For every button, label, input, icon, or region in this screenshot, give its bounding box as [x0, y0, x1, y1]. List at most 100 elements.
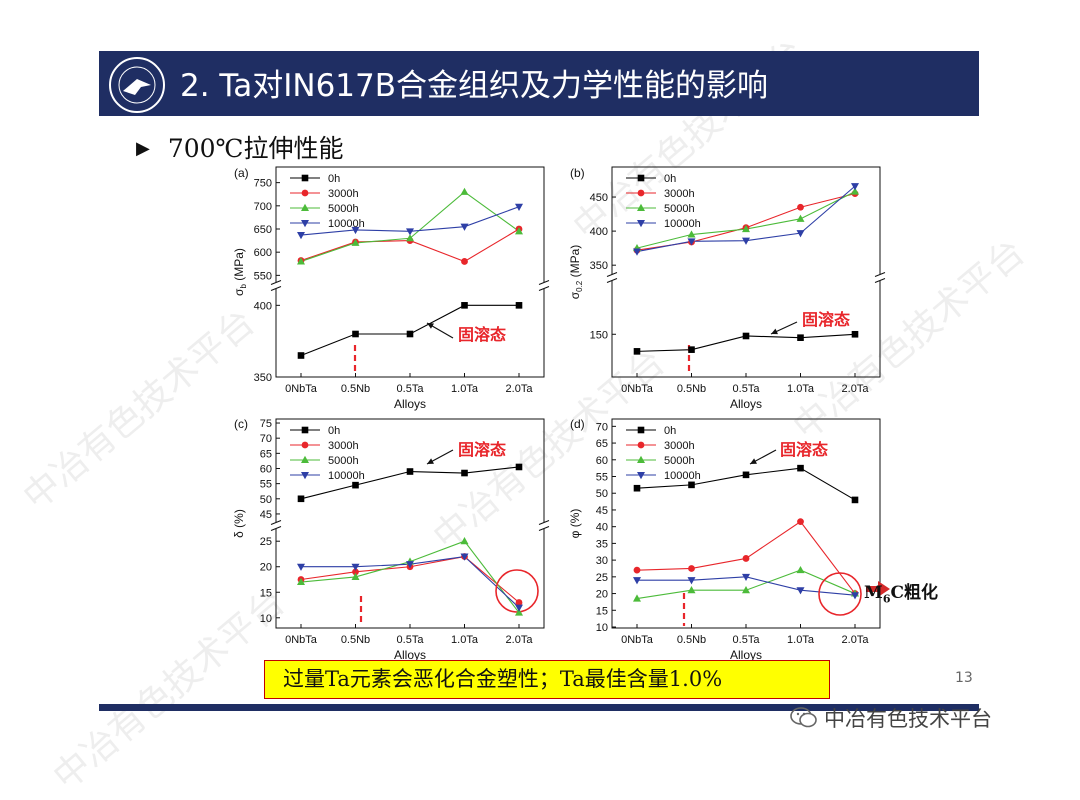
legend-marker: [637, 220, 645, 228]
data-point: [297, 495, 305, 503]
panel-label: (a): [234, 166, 249, 180]
y-tick-label: 10: [596, 622, 608, 634]
annotation-arrowhead: [750, 458, 757, 464]
data-point: [297, 352, 305, 359]
legend-label: 5000h: [664, 203, 695, 215]
x-tick-label: 0.5Nb: [677, 634, 706, 646]
axis-break-gap: [607, 274, 617, 281]
axis-break-gap: [271, 522, 281, 529]
legend-label: 3000h: [328, 440, 359, 452]
data-point: [796, 214, 805, 222]
axis-break-mark: [874, 278, 886, 283]
x-axis-label: Alloys: [730, 397, 762, 411]
x-axis-label: Alloys: [394, 648, 426, 662]
data-point: [851, 592, 859, 600]
data-point: [742, 224, 750, 233]
data-point: [515, 604, 523, 612]
y-tick-label: 650: [254, 224, 272, 236]
data-point: [687, 238, 696, 246]
legend-marker: [637, 189, 645, 197]
legend-label: 3000h: [664, 440, 695, 452]
y-axis-unit: (%): [568, 509, 582, 531]
annotation-arrowhead: [771, 328, 778, 335]
panel-label: (c): [234, 417, 248, 431]
y-axis-label: σ0.2 (MPa): [568, 245, 584, 300]
slide-title: 2. Ta对IN617B合金组织及力学性能的影响: [180, 68, 768, 104]
y-axis-subscript: 0.2: [575, 280, 584, 292]
y-axis-symbol: φ: [568, 530, 582, 538]
data-point: [406, 228, 414, 236]
y-axis-symbol: σ: [232, 288, 246, 296]
legend-label: 10000h: [328, 470, 365, 482]
legend-marker: [637, 203, 645, 211]
x-tick-label: 1.0Ta: [451, 634, 479, 646]
m6c-sub: 6: [882, 592, 891, 606]
y-tick-label: 450: [590, 192, 608, 204]
y-tick-label: 45: [260, 509, 272, 521]
y-tick-label: 50: [596, 488, 608, 500]
x-tick-label: 1.0Ta: [451, 383, 479, 395]
axis-break-gap: [271, 282, 281, 289]
legend-label: 0h: [664, 425, 676, 437]
x-tick-label: 1.0Ta: [787, 383, 815, 395]
y-axis-label: δ (%): [232, 509, 246, 538]
data-point: [406, 234, 414, 242]
y-tick-label: 700: [254, 201, 272, 213]
x-tick-label: 0NbTa: [621, 383, 654, 395]
conclusion-box: 过量Ta元素会恶化合金塑性；Ta最佳含量1.0%: [264, 660, 830, 699]
x-tick-label: 0.5Nb: [341, 634, 370, 646]
legend-label: 0h: [664, 173, 676, 185]
axis-break-gap: [875, 274, 885, 281]
y-tick-label: 15: [596, 605, 608, 617]
data-point: [351, 226, 360, 235]
panel-label: (d): [570, 417, 585, 431]
y-tick-label: 20: [596, 589, 608, 601]
data-point: [515, 227, 523, 235]
data-point: [687, 577, 696, 585]
y-axis-subscript: b: [239, 284, 248, 289]
university-logo: [109, 57, 165, 113]
data-point: [742, 471, 750, 479]
data-point: [633, 566, 641, 574]
y-tick-label: 65: [260, 448, 272, 460]
data-point: [851, 330, 859, 338]
axis-break-mark: [538, 520, 550, 525]
data-point: [633, 348, 641, 355]
data-point: [297, 232, 305, 240]
m6c-coarsening-label: M6C粗化: [864, 578, 938, 605]
y-tick-label: 65: [596, 438, 608, 450]
annotation-label: 固溶态: [780, 440, 828, 459]
x-tick-label: 0NbTa: [285, 383, 318, 395]
y-axis-unit: (%): [232, 509, 246, 531]
data-point: [351, 572, 360, 580]
y-tick-label: 55: [596, 472, 608, 484]
annotation-label: 固溶态: [802, 310, 850, 329]
y-tick-label: 600: [254, 247, 272, 259]
data-point: [633, 248, 641, 256]
legend-label: 3000h: [664, 188, 695, 200]
data-point: [851, 496, 859, 504]
annotation-label: 固溶态: [458, 325, 506, 344]
data-point: [742, 573, 750, 582]
legend-marker: [301, 426, 309, 434]
axis-break-gap: [539, 282, 549, 289]
y-tick-label: 60: [596, 455, 608, 467]
axis-break-mark: [538, 280, 550, 285]
y-tick-label: 350: [254, 372, 272, 384]
legend-marker: [637, 441, 645, 449]
legend-label: 5000h: [328, 203, 359, 215]
y-tick-label: 400: [254, 300, 272, 312]
axis-break-mark: [538, 526, 550, 531]
bullet-triangle-icon: ▶: [136, 138, 150, 159]
y-tick-label: 70: [596, 421, 608, 433]
legend-label: 10000h: [664, 470, 701, 482]
title-bar: [99, 51, 979, 116]
data-point: [796, 587, 805, 595]
section-subtitle: ▶ 700℃拉伸性能: [136, 129, 344, 165]
data-point: [460, 537, 469, 545]
y-axis-label: σb (MPa): [232, 248, 248, 296]
axis-break-mark: [270, 286, 282, 291]
axis-break-mark: [270, 280, 282, 285]
legend-marker: [301, 220, 309, 228]
